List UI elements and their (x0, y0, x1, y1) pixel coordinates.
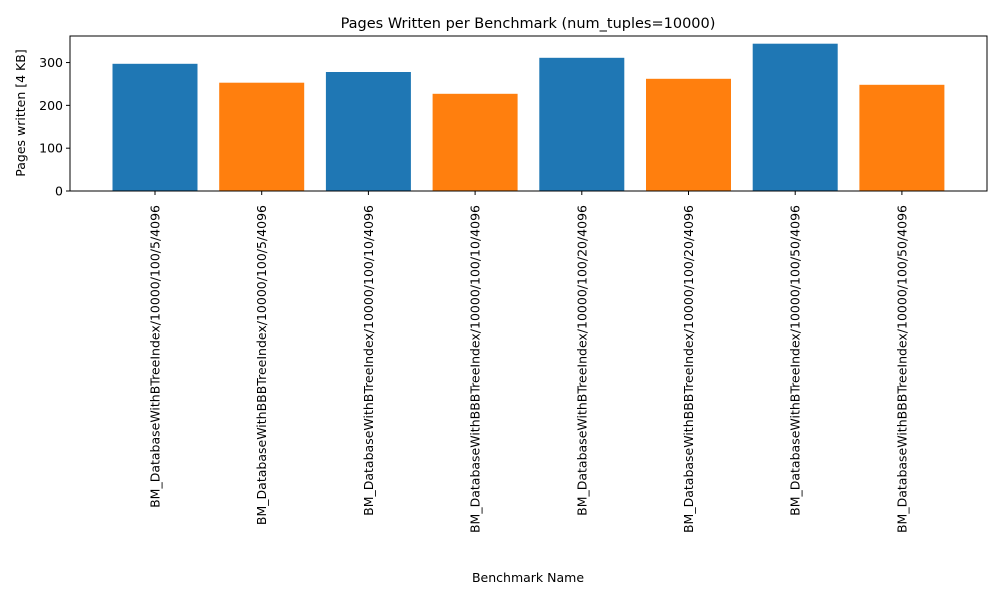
bar-1 (112, 63, 198, 191)
bar-3 (325, 72, 411, 191)
chart-title: Pages Written per Benchmark (num_tuples=… (341, 16, 716, 32)
x-tick-label-6: BM_DatabaseWithBBBTreeIndex/10000/100/20… (681, 205, 696, 533)
y-axis: 0 100 200 300 (39, 55, 70, 199)
y-tick-label-0: 0 (55, 184, 63, 199)
x-axis: BM_DatabaseWithBTreeIndex/10000/100/5/40… (148, 191, 909, 533)
bar-4 (432, 93, 518, 191)
y-axis-label: Pages written [4 KB] (13, 49, 28, 176)
bar-2 (219, 82, 305, 191)
x-tick-label-4: BM_DatabaseWithBBBTreeIndex/10000/100/10… (468, 205, 483, 533)
y-tick-label-100: 100 (39, 141, 63, 156)
bars-group (112, 43, 945, 192)
x-tick-label-3: BM_DatabaseWithBTreeIndex/10000/100/10/4… (361, 205, 376, 516)
x-tick-label-5: BM_DatabaseWithBTreeIndex/10000/100/20/4… (574, 205, 589, 516)
x-tick-label-1: BM_DatabaseWithBTreeIndex/10000/100/5/40… (148, 205, 163, 508)
bar-6 (646, 78, 731, 191)
x-axis-label: Benchmark Name (472, 570, 584, 585)
x-tick-label-7: BM_DatabaseWithBTreeIndex/10000/100/50/4… (788, 205, 803, 516)
y-tick-label-200: 200 (39, 98, 63, 113)
y-tick-label-300: 300 (39, 55, 63, 70)
x-tick-label-2: BM_DatabaseWithBBBTreeIndex/10000/100/5/… (254, 205, 269, 525)
x-tick-label-8: BM_DatabaseWithBBBTreeIndex/10000/100/50… (894, 205, 909, 533)
plot-frame (69, 35, 988, 192)
bar-7 (752, 43, 838, 192)
bar-5 (539, 57, 625, 191)
bar-8 (859, 84, 945, 191)
